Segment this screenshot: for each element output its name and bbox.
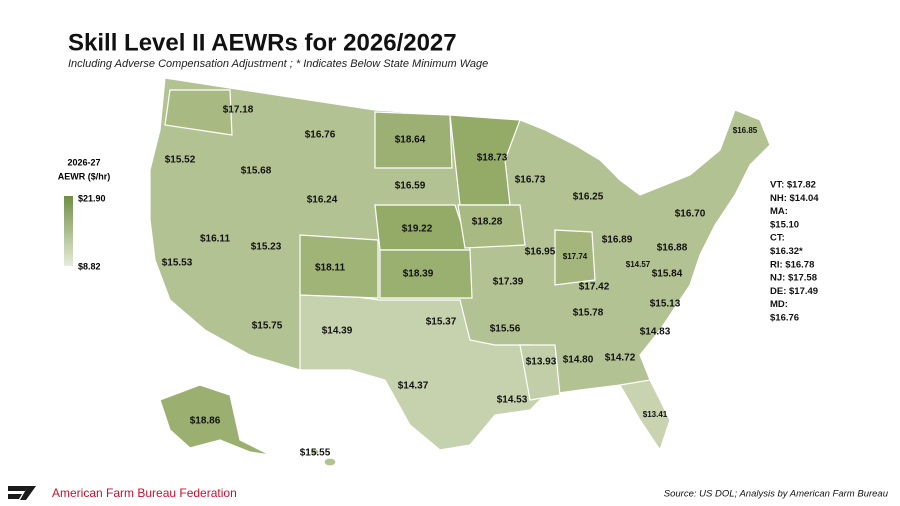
state-label: $15.23 [251, 242, 282, 253]
note-line: VT: $17.82 [770, 180, 816, 191]
state-label: $16.11 [200, 234, 230, 245]
state-label: $14.83 [640, 327, 671, 338]
state-label: $14.80 [563, 355, 594, 366]
state-label: $15.55 [300, 448, 331, 459]
state-label: $14.39 [322, 326, 353, 337]
state-labels: $17.18 $15.52 $15.68 $16.76 $16.24 $18.64 $16.… [162, 105, 758, 459]
note-line: $15.10 [770, 219, 799, 230]
state-label: $16.73 [515, 175, 546, 186]
state-label: $19.22 [402, 224, 433, 235]
note-line: NH: $14.04 [770, 193, 819, 204]
state-label: $16.59 [395, 181, 426, 192]
logo [8, 486, 36, 500]
state-label: $13.41 [643, 410, 668, 419]
state-label: $15.75 [252, 321, 283, 332]
state-label: $16.76 [305, 130, 336, 141]
state-label: $15.37 [426, 317, 457, 328]
state-label: $15.13 [650, 299, 681, 310]
state-label: $16.88 [657, 243, 688, 254]
state-label: $14.53 [497, 395, 528, 406]
state-label: $13.93 [526, 357, 557, 368]
state-label: $18.64 [395, 135, 426, 146]
state-label: $15.78 [573, 308, 604, 319]
legend-title: AEWR ($/hr) [58, 171, 111, 181]
state-label: $14.37 [398, 381, 429, 392]
state-label: $16.70 [675, 209, 706, 220]
legend-max: $21.90 [78, 193, 106, 203]
note-line: $16.32* [770, 246, 803, 257]
note-line: $16.76 [770, 313, 799, 324]
us-map [149, 77, 771, 467]
source: Source: US DOL; Analysis by American Far… [664, 489, 889, 500]
state-label: $15.56 [490, 324, 521, 335]
footer: American Farm Bureau Federation Source: … [8, 486, 889, 500]
state-label: $17.39 [493, 277, 524, 288]
state-label: $18.73 [477, 153, 508, 164]
note-line: MA: [770, 206, 788, 217]
state-label: $14.72 [605, 353, 636, 364]
state-label: $14.57 [626, 260, 651, 269]
state-label: $16.24 [307, 195, 338, 206]
state-label: $15.53 [162, 258, 193, 269]
state-label: $16.85 [733, 126, 758, 135]
state-label: $16.95 [525, 247, 556, 258]
state-label: $17.42 [579, 282, 610, 293]
state-label: $15.52 [165, 155, 196, 166]
northeast-notes: VT: $17.82 NH: $14.04 MA: $15.10 CT: $16.32* R… [770, 180, 819, 324]
state-label: $17.18 [223, 105, 254, 116]
state-label: $17.74 [563, 252, 588, 261]
subtitle: Including Adverse Compensation Adjustmen… [68, 58, 488, 70]
state-label: $15.68 [241, 166, 272, 177]
state-label: $18.11 [315, 263, 345, 274]
note-line: RI: $16.78 [770, 259, 814, 270]
state-label: $16.25 [573, 192, 604, 203]
legend-min: $8.82 [78, 261, 101, 271]
state-label: $15.84 [652, 269, 683, 280]
note-line: CT: [770, 233, 785, 244]
note-line: DE: $17.49 [770, 286, 818, 297]
state-label: $18.28 [472, 217, 503, 228]
organization: American Farm Bureau Federation [52, 486, 237, 500]
state-label: $16.89 [602, 235, 633, 246]
note-line: NJ: $17.58 [770, 273, 817, 284]
state-label: $18.39 [403, 269, 434, 280]
title: Skill Level II AEWRs for 2026/2027 [68, 29, 457, 56]
legend: 2026-27 AEWR ($/hr) $21.90 $8.82 [58, 157, 111, 271]
legend-gradient [64, 196, 73, 266]
legend-title: 2026-27 [67, 157, 100, 167]
note-line: MD: [770, 299, 788, 310]
state-label: $18.86 [190, 416, 221, 427]
